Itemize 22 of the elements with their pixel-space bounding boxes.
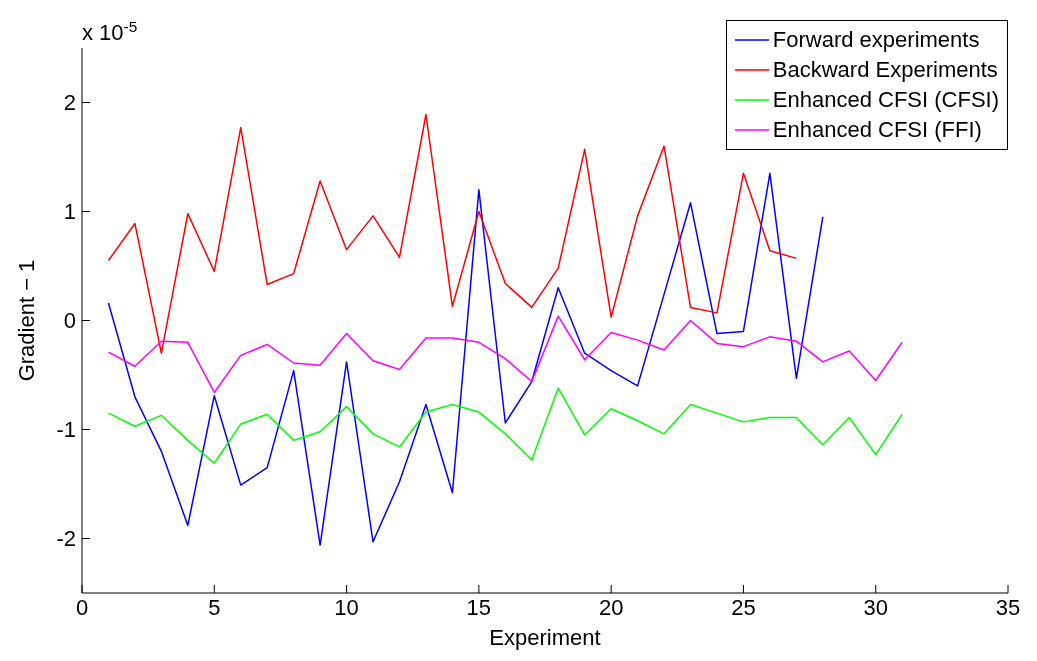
legend-label: Enhanced CFSI (CFSI) bbox=[772, 87, 999, 113]
x-tick-label: 30 bbox=[863, 594, 888, 620]
y-axis-title: Gradient − 1 bbox=[13, 259, 39, 382]
x-axis-title: Experiment bbox=[489, 625, 601, 650]
x-tick-label: 10 bbox=[334, 594, 359, 620]
x-tick-label: 25 bbox=[731, 594, 756, 620]
legend-label: Enhanced CFSI (FFI) bbox=[772, 117, 982, 143]
text: x 10$^{-5}$ bbox=[82, 17, 138, 45]
y-tick-label: 1 bbox=[63, 199, 76, 225]
line-series bbox=[107, 315, 903, 394]
x-tick-label: 20 bbox=[598, 594, 624, 620]
line-series bbox=[107, 172, 824, 546]
y-tick-label: -2 bbox=[56, 526, 76, 552]
x-tick-label: 15 bbox=[466, 594, 492, 620]
y-tick-label: -1 bbox=[56, 417, 76, 443]
x-tick-label: 5 bbox=[208, 594, 221, 620]
legend-label: Backward Experiments bbox=[772, 57, 998, 83]
line-series bbox=[107, 387, 903, 465]
x-tick-label: 35 bbox=[995, 594, 1021, 620]
y-tick-label: 0 bbox=[63, 308, 76, 334]
legend-label: Forward experiments bbox=[772, 27, 980, 53]
y-tick-label: 2 bbox=[63, 90, 76, 116]
